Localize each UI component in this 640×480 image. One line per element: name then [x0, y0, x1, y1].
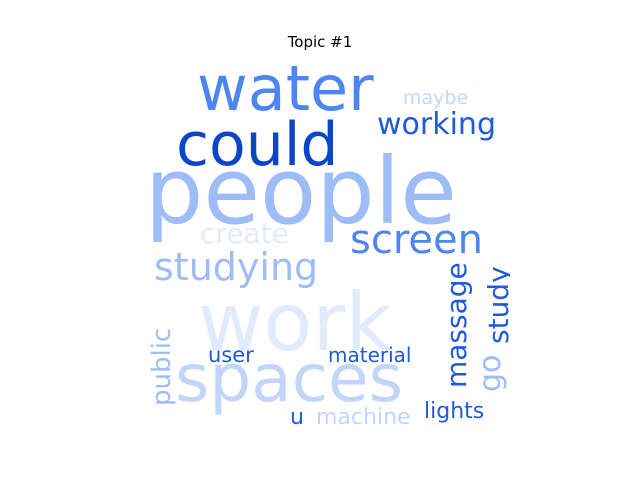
word-public: public: [150, 328, 177, 406]
word-studying: studying: [154, 245, 318, 289]
word-material: material: [328, 343, 411, 367]
word-could: could: [176, 110, 338, 180]
word-screen: screen: [350, 217, 483, 263]
word-user: user: [208, 343, 254, 367]
word-spaces: spaces: [175, 340, 403, 417]
word-cloud: work people spaces water could working m…: [150, 58, 510, 428]
word-machine: machine: [316, 405, 411, 428]
word-u: u: [290, 405, 304, 428]
word-maybe: maybe: [403, 87, 468, 109]
word-study: study: [482, 266, 510, 344]
word-working: working: [377, 107, 496, 142]
word-people: people: [150, 138, 457, 245]
word-massage: massage: [440, 262, 473, 388]
chart-title: Topic #1: [287, 33, 353, 51]
word-cloud-canvas: work people spaces water could working m…: [150, 58, 510, 428]
word-go: go: [473, 355, 508, 392]
word-work: work: [198, 276, 392, 369]
word-create: create: [200, 217, 289, 250]
word-water: water: [197, 58, 374, 125]
word-lights: lights: [424, 399, 484, 424]
